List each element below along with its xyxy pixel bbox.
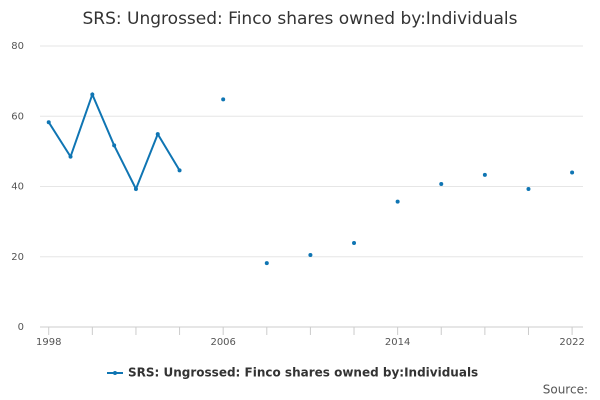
point [308, 252, 313, 257]
point [439, 182, 444, 187]
point [155, 132, 160, 137]
legend-label: SRS: Ungrossed: Finco shares owned by:In… [128, 366, 478, 380]
point [133, 186, 138, 191]
legend-swatch-point [113, 371, 117, 375]
point [264, 261, 269, 266]
x-tick-label: 2014 [385, 337, 410, 348]
x-tick-label: 1998 [36, 337, 61, 348]
line [49, 94, 572, 188]
source: Source: [543, 383, 588, 397]
y-tick-label: 0 [18, 322, 24, 333]
point [482, 172, 487, 177]
x-tick-label: 2006 [210, 337, 235, 348]
y-tick-label: 40 [11, 182, 24, 193]
y-tick-label: 20 [11, 252, 24, 263]
point [112, 143, 117, 148]
point [526, 186, 531, 191]
point [395, 199, 400, 204]
y-tick-label: 80 [11, 41, 24, 52]
point [46, 120, 51, 125]
point [68, 154, 73, 159]
point [570, 170, 575, 175]
point [221, 97, 226, 102]
y-tick-label: 60 [11, 111, 24, 122]
point [90, 92, 95, 97]
chart-title: SRS: Ungrossed: Finco shares owned by:In… [83, 9, 518, 29]
point [352, 241, 357, 246]
x-tick-label: 2022 [559, 337, 584, 348]
point [177, 168, 182, 173]
